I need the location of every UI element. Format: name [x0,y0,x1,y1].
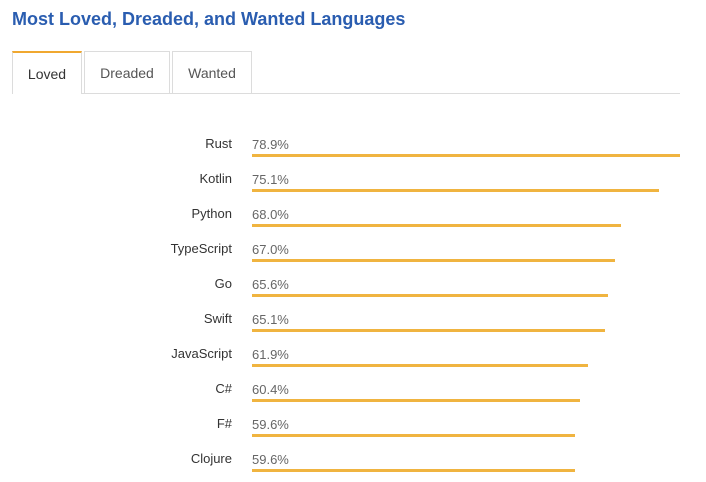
tab-bar: Loved Dreaded Wanted [12,51,680,94]
value-label: 65.6% [252,277,289,292]
category-label: Swift [203,311,232,326]
tab-loved[interactable]: Loved [12,51,82,94]
bar [252,399,580,402]
category-label: Go [214,276,232,291]
category-label: Kotlin [199,171,232,186]
page-title: Most Loved, Dreaded, and Wanted Language… [12,9,406,29]
value-label: 59.6% [252,452,289,467]
value-label: 59.6% [252,417,289,432]
value-label: 75.1% [252,172,289,187]
bar [252,224,621,227]
tab-wanted[interactable]: Wanted [172,51,252,93]
value-label: 67.0% [252,242,289,257]
bar [252,329,605,332]
bar [252,294,608,297]
category-label: TypeScript [170,241,232,256]
bar [252,469,575,472]
category-label: JavaScript [171,346,232,361]
bar [252,434,575,437]
category-label: Python [191,206,232,221]
value-label: 65.1% [252,312,289,327]
category-label: Clojure [190,451,232,466]
value-label: 78.9% [252,137,289,152]
bar [252,189,659,192]
category-label: C# [215,381,232,396]
value-label: 61.9% [252,347,289,362]
category-label: Rust [205,136,232,151]
bar [252,154,680,157]
bar [252,364,588,367]
bar [252,259,615,262]
category-label: F# [216,416,232,431]
tab-dreaded[interactable]: Dreaded [84,51,170,93]
value-label: 60.4% [252,382,289,397]
value-label: 68.0% [252,207,289,222]
